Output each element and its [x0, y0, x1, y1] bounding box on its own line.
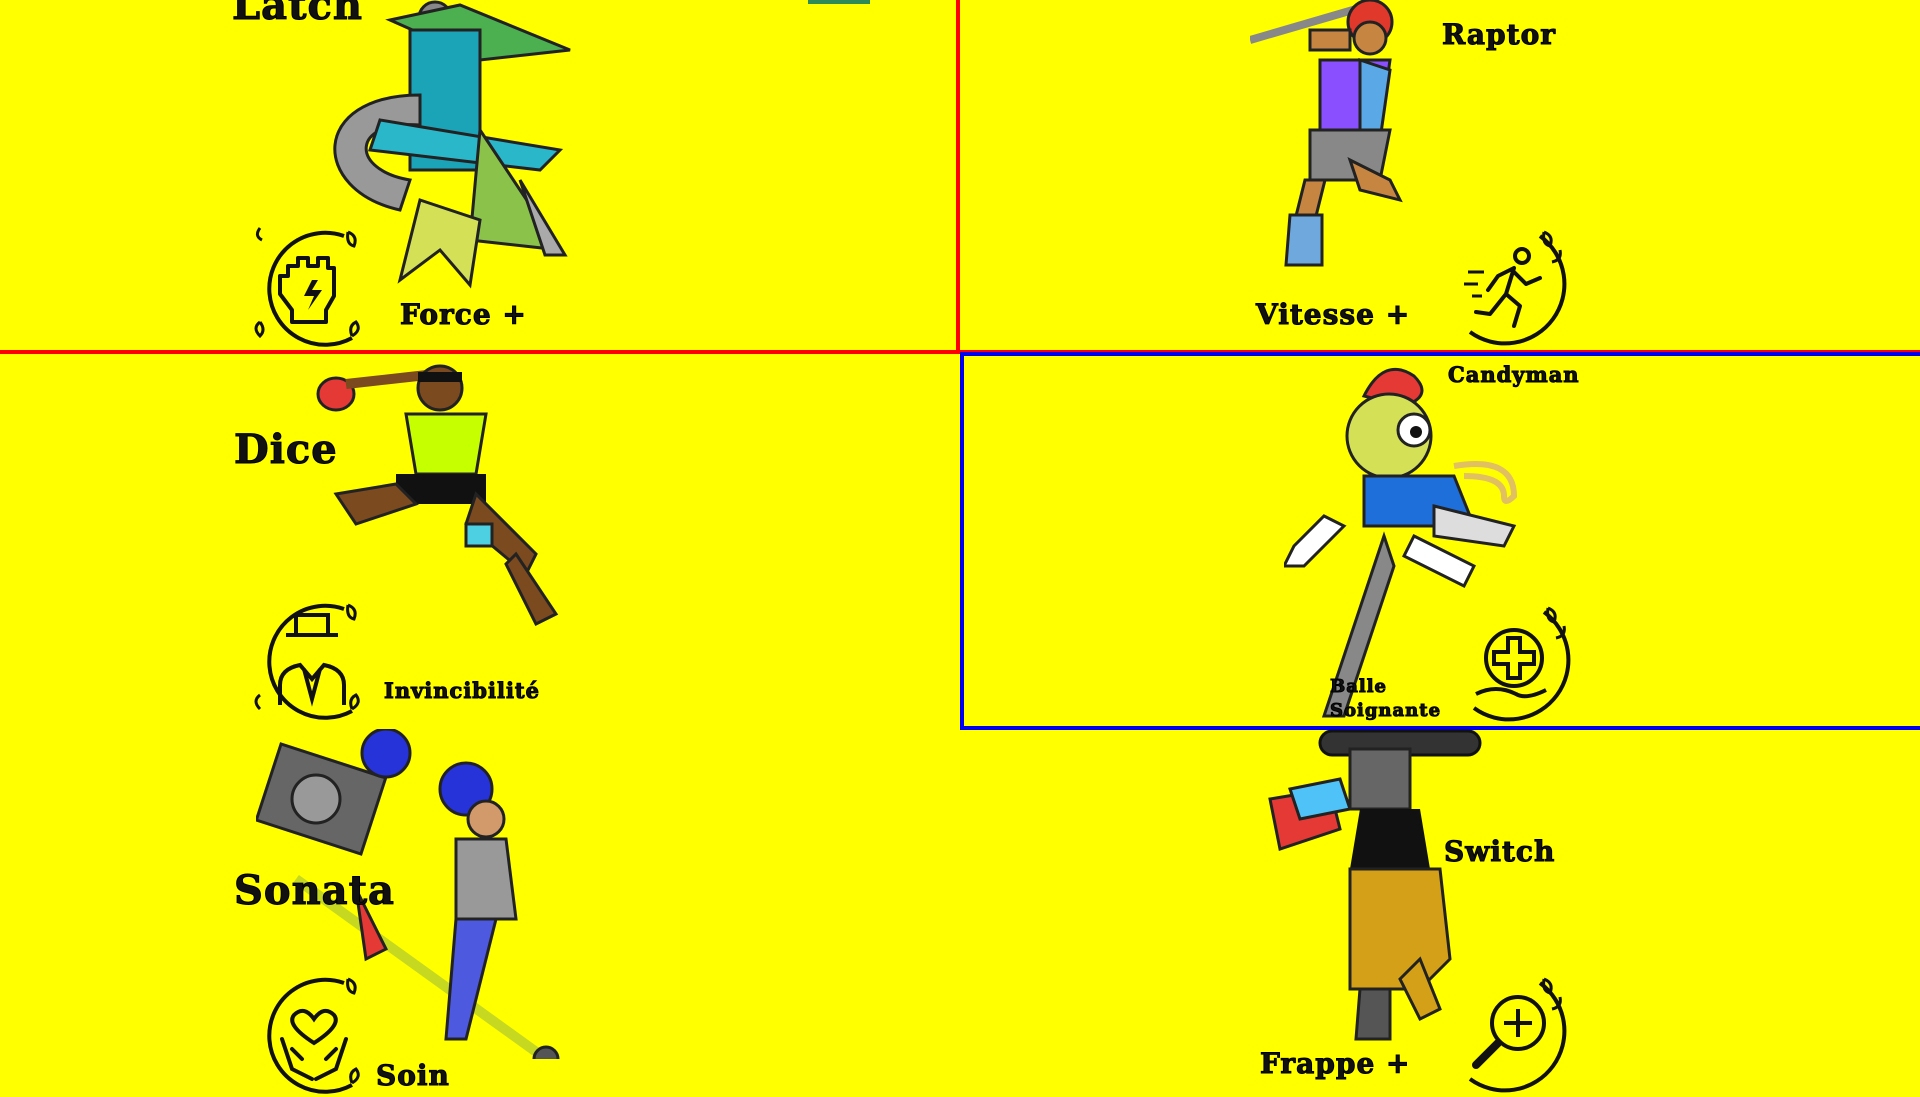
character-name-candyman: Candyman — [1448, 362, 1580, 388]
character-card-candyman[interactable]: Candyman Balle Soignante — [960, 352, 1920, 730]
character-card-latch[interactable]: Latch Force + — [0, 0, 960, 354]
top-tab-indicator — [808, 0, 870, 4]
running-man-icon — [1464, 230, 1567, 346]
character-name-dice: Dice — [234, 426, 338, 474]
ability-label-candyman-line2: Soignante — [1329, 700, 1442, 722]
switch-character-art — [1268, 729, 1482, 1041]
healing-hand-icon — [1472, 606, 1571, 722]
raptor-character-art — [1250, 0, 1403, 267]
fist-lightning-icon — [254, 227, 360, 347]
character-card-raptor[interactable]: Raptor Vitesse + — [960, 0, 1920, 354]
invisible-man-icon — [254, 603, 360, 720]
ability-label-raptor: Vitesse + — [1255, 298, 1411, 332]
ability-label-switch: Frappe + — [1259, 1047, 1411, 1081]
character-name-sonata: Sonata — [234, 867, 395, 915]
heart-hands-icon — [267, 977, 360, 1094]
dice-character-art — [316, 364, 559, 627]
latch-character-art — [333, 0, 571, 289]
candyman-character-art — [1284, 367, 1518, 718]
character-name-latch: Latch — [232, 0, 363, 30]
ability-label-candyman-line1: Balle — [1329, 676, 1388, 698]
character-name-switch: Switch — [1443, 835, 1556, 869]
character-card-switch[interactable]: Switch Frappe + — [960, 729, 1920, 1093]
character-name-raptor: Raptor — [1442, 18, 1556, 52]
ability-label-dice: Invincibilité — [384, 678, 540, 704]
ability-label-sonata: Soin — [376, 1059, 450, 1093]
sonata-character-art — [256, 729, 560, 1059]
character-card-dice[interactable]: Dice Invincibilité — [0, 354, 960, 729]
character-card-sonata[interactable]: Sonata Soin — [0, 729, 960, 1094]
magnifier-plus-icon — [1468, 977, 1567, 1093]
ability-label-latch: Force + — [400, 298, 527, 332]
